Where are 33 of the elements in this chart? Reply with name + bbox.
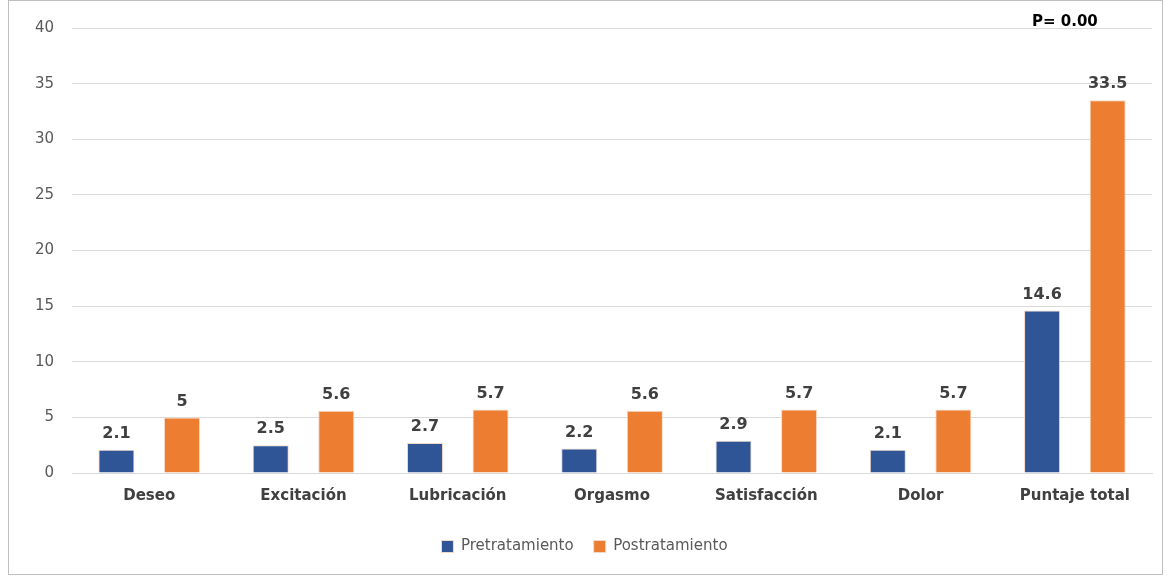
legend-label: Postratamiento	[613, 536, 728, 555]
x-tick-label: Deseo	[123, 485, 176, 504]
y-tick-label: 15	[34, 296, 55, 315]
x-tick-label: Satisfacción	[714, 485, 818, 504]
y-tick-label: 25	[34, 184, 55, 203]
data-label: 2.1	[873, 422, 902, 442]
y-tick-label: 30	[34, 129, 55, 148]
y-tick-label: 10	[34, 351, 55, 370]
data-label: 33.5	[1087, 73, 1128, 93]
data-label: 5.7	[476, 382, 505, 402]
y-tick-label: 40	[34, 17, 55, 36]
data-label: 2.5	[256, 418, 285, 438]
data-label: 5.7	[939, 382, 968, 402]
data-label: 5.6	[630, 383, 659, 403]
data-label: 2.9	[719, 413, 748, 433]
x-tick-label: Dolor	[897, 485, 944, 504]
data-label: 2.2	[565, 421, 594, 441]
x-tick-label: Excitación	[260, 485, 347, 504]
y-tick-label: 0	[44, 462, 55, 481]
data-label: 5	[176, 390, 188, 410]
x-tick-label: Lubricación	[409, 485, 507, 504]
y-tick-label: 5	[44, 407, 55, 426]
data-label: 14.6	[1022, 283, 1062, 303]
data-label: 2.7	[410, 416, 440, 436]
x-tick-label: Orgasmo	[574, 485, 650, 504]
y-tick-label: 20	[34, 240, 55, 259]
data-label: 2.1	[102, 422, 131, 442]
x-tick-label: Puntaje total	[1019, 485, 1130, 504]
data-label: 5.7	[784, 382, 814, 402]
y-tick-label: 35	[34, 73, 55, 92]
legend-label: Pretratamiento	[460, 536, 574, 555]
annotation: P= 0.00	[1031, 12, 1098, 31]
data-label: 5.6	[322, 383, 351, 403]
